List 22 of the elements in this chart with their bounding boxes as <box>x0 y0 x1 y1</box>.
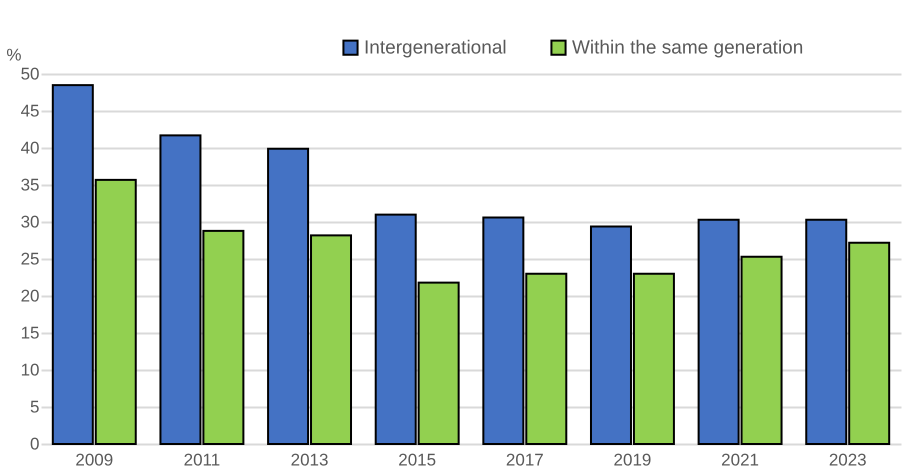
y-tick-label: 30 <box>20 212 40 232</box>
x-tick-label: 2021 <box>721 450 759 470</box>
x-tick-label: 2015 <box>398 450 436 470</box>
y-tick-label: 35 <box>20 176 40 194</box>
y-tick-label: 10 <box>20 360 40 380</box>
x-tick-label: 2017 <box>506 450 544 470</box>
x-tick-label: 2023 <box>828 450 867 470</box>
y-tick-label: 0 <box>30 434 40 454</box>
y-tick-label: 50 <box>20 64 40 84</box>
y-tick-label: 45 <box>20 102 40 120</box>
x-tick-label: 2011 <box>184 450 220 470</box>
y-tick-label: 25 <box>20 250 40 268</box>
legend-label: Intergenerational <box>364 38 507 59</box>
y-tick-label: 15 <box>20 324 40 342</box>
y-tick-label: 40 <box>20 138 40 158</box>
x-tick-label: 2013 <box>290 450 328 470</box>
x-tick-label: 2019 <box>614 450 652 470</box>
y-tick-label: 5 <box>30 398 40 416</box>
x-tick-label: 2009 <box>75 450 114 470</box>
y-tick-label: 20 <box>20 286 40 306</box>
y-axis-title: % <box>6 46 22 64</box>
legend-label: Within the same generation <box>572 38 804 59</box>
